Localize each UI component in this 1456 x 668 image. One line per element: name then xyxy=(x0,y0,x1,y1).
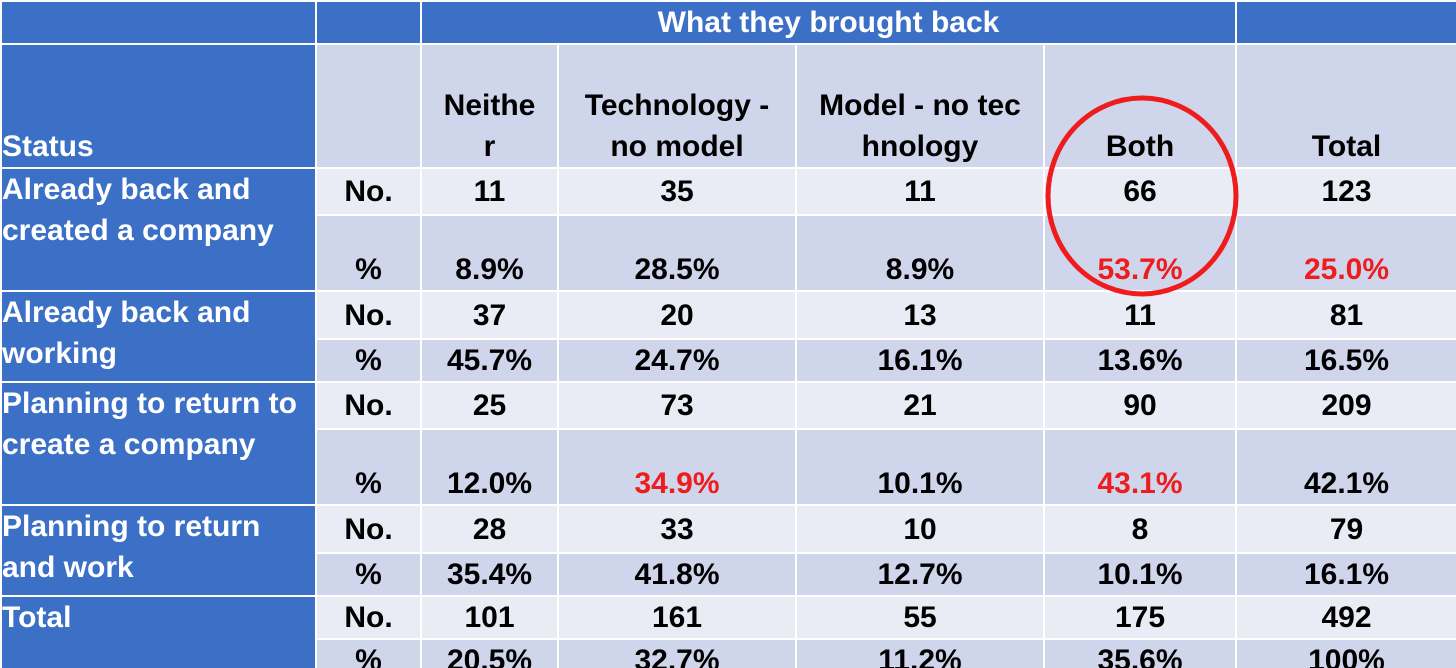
table-cell: 8.9% xyxy=(420,214,559,292)
table-cell: 16.5% xyxy=(1235,338,1456,383)
row-status: Total xyxy=(0,595,317,668)
table-cell: 11 xyxy=(795,167,1045,216)
table-cell: 35 xyxy=(557,167,797,216)
table-cell: 492 xyxy=(1235,595,1456,640)
table-cell: 16.1% xyxy=(795,338,1045,383)
row-measure: % xyxy=(315,428,422,506)
table-cell: 35.4% xyxy=(420,552,559,597)
table-cell: 34.9% xyxy=(557,428,797,506)
row-measure: % xyxy=(315,638,422,668)
table-cell: 28 xyxy=(420,504,559,554)
table-cell: 41.8% xyxy=(557,552,797,597)
column-header: Model - no technology xyxy=(795,43,1045,169)
row-status: Already back and working xyxy=(0,290,317,383)
table-cell: 55 xyxy=(795,595,1045,640)
table-cell: 13 xyxy=(795,290,1045,340)
row-status: Planning to return to create a company xyxy=(0,381,317,506)
blank-cell xyxy=(1235,0,1456,45)
data-row: % 35.4% 41.8% 12.7% 10.1% 16.1% xyxy=(1,552,1456,597)
table-cell: 8 xyxy=(1043,504,1237,554)
table-cell: 209 xyxy=(1235,381,1456,430)
data-row: % 45.7% 24.7% 16.1% 13.6% 16.5% xyxy=(1,338,1456,383)
data-row: Total No. 101 161 55 175 492 xyxy=(0,595,1456,668)
data-row: Already back and working No. 37 20 13 11 81 xyxy=(0,290,1456,383)
table-cell: 66 xyxy=(1043,167,1237,216)
table-cell: 81 xyxy=(1235,290,1456,340)
table-cell: 42.1% xyxy=(1235,428,1456,506)
blank-cell xyxy=(0,0,317,45)
table-cell: 32.7% xyxy=(557,638,797,668)
table-cell: 28.5% xyxy=(557,214,797,292)
column-header: Total xyxy=(1235,43,1456,169)
data-row: Planning to return and work No. 28 33 10 8 79 xyxy=(0,504,1456,597)
table-cell: 175 xyxy=(1043,595,1237,640)
table-cell: 161 xyxy=(557,595,797,640)
row-measure: % xyxy=(315,552,422,597)
table-cell: 11.2% xyxy=(795,638,1045,668)
table-cell: 43.1% xyxy=(1043,428,1237,506)
data-row: Planning to return to create a company No… xyxy=(0,381,1456,506)
table-cell: 20.5% xyxy=(420,638,559,668)
row-measure: No. xyxy=(315,381,422,430)
table-cell: 24.7% xyxy=(557,338,797,383)
table-cell: 8.9% xyxy=(795,214,1045,292)
row-measure: No. xyxy=(315,504,422,554)
table-cell: 20 xyxy=(557,290,797,340)
row-measure: % xyxy=(315,338,422,383)
blank-cell xyxy=(315,0,422,45)
table-cell: 10.1% xyxy=(1043,552,1237,597)
table-cell: 12.0% xyxy=(420,428,559,506)
table-cell: 79 xyxy=(1235,504,1456,554)
row-status: Planning to return and work xyxy=(0,504,317,597)
table-cell: 16.1% xyxy=(1235,552,1456,597)
table-cell: 12.7% xyxy=(795,552,1045,597)
table-cell: 11 xyxy=(420,167,559,216)
table-cell: 21 xyxy=(795,381,1045,430)
row-measure: No. xyxy=(315,290,422,340)
table-cell: 37 xyxy=(420,290,559,340)
data-row: Already back and created a company No. 11 3… xyxy=(0,167,1456,292)
column-header: Technology - no model xyxy=(557,43,797,169)
table-cell: 10.1% xyxy=(795,428,1045,506)
table-cell: 101 xyxy=(420,595,559,640)
column-header: Neither xyxy=(420,43,559,169)
group-header: What they brought back xyxy=(420,0,1237,45)
row-measure: No. xyxy=(315,595,422,640)
table-cell: 33 xyxy=(557,504,797,554)
table-cell: 90 xyxy=(1043,381,1237,430)
data-row: % 12.0% 34.9% 10.1% 43.1% 42.1% xyxy=(1,428,1456,506)
row-status: Already back and created a company xyxy=(0,167,317,292)
table-cell: 100% xyxy=(1235,638,1456,668)
column-header: Status xyxy=(0,43,317,169)
row-measure: % xyxy=(315,214,422,292)
table-cell: 123 xyxy=(1235,167,1456,216)
table-cell: 25.0% xyxy=(1235,214,1456,292)
table-cell: 13.6% xyxy=(1043,338,1237,383)
table-cell: 73 xyxy=(557,381,797,430)
column-header xyxy=(315,43,422,169)
table-cell: 53.7% xyxy=(1043,214,1237,292)
table-cell: 35.6% xyxy=(1043,638,1237,668)
table-cell: 11 xyxy=(1043,290,1237,340)
table-cell: 45.7% xyxy=(420,338,559,383)
data-row: % 20.5% 32.7% 11.2% 35.6% 100% xyxy=(1,638,1456,668)
group-header-row: What they brought back xyxy=(0,0,1456,45)
table-cell: 25 xyxy=(420,381,559,430)
table-cell: 10 xyxy=(795,504,1045,554)
column-header-row: Status Neither Technology - no model Model … xyxy=(0,43,1456,169)
column-header: Both xyxy=(1043,43,1237,169)
row-measure: No. xyxy=(315,167,422,216)
